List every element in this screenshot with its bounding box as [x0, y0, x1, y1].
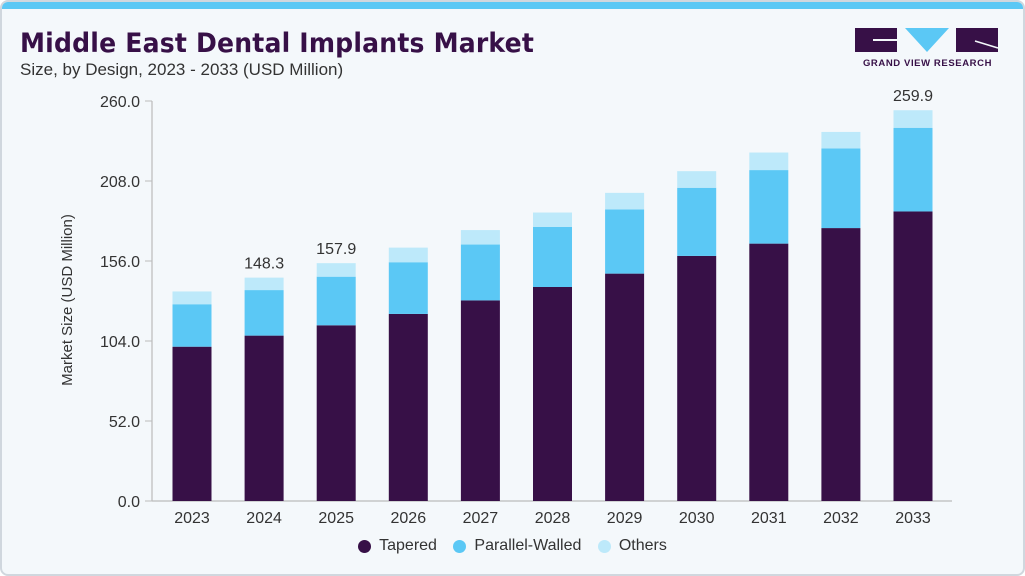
y-tick-label: 208.0: [100, 174, 140, 191]
bar-others-2031: [749, 152, 789, 171]
bar-tapered-2032: [821, 228, 861, 502]
y-tick-label: 260.0: [100, 94, 140, 111]
bar-parallel-walled-2031: [749, 170, 789, 244]
x-tick-label: 2026: [391, 510, 427, 527]
bar-parallel-walled-2028: [533, 227, 572, 287]
bar-tapered-2024: [244, 335, 284, 501]
y-tick-label: 52.0: [109, 414, 140, 431]
bar-tapered-2023: [172, 346, 212, 501]
legend-swatch: [453, 539, 467, 553]
bar-parallel-walled-2025: [316, 276, 356, 326]
x-tick-label: 2027: [463, 510, 499, 527]
legend-label: Others: [618, 537, 667, 554]
bar-others-2023: [172, 291, 212, 305]
bar-others-2032: [821, 131, 861, 149]
legend-label: Tapered: [379, 537, 437, 554]
legend: Tapered Parallel-Walled Others: [0, 537, 1025, 558]
legend-item-parallel-walled: Parallel-Walled: [453, 537, 581, 555]
chart-title: Middle East Dental Implants Market: [20, 28, 535, 59]
bar-others-2024: [244, 277, 284, 291]
bar-tapered-2029: [605, 273, 645, 501]
data-label-2024: 148.3: [244, 256, 284, 273]
legend-label: Parallel-Walled: [474, 537, 582, 554]
x-tick-label: 2028: [535, 510, 571, 527]
bar-parallel-walled-2033: [893, 127, 933, 212]
chart-subtitle: Size, by Design, 2023 - 2033 (USD Millio…: [20, 60, 344, 79]
data-label-2033: 259.9: [893, 88, 933, 105]
bar-others-2027: [460, 230, 500, 245]
y-axis-label: Market Size (USD Million): [59, 214, 76, 386]
data-label-2025: 157.9: [316, 241, 356, 258]
bar-parallel-walled-2023: [172, 304, 212, 347]
x-tick-label: 2032: [823, 510, 859, 527]
x-tick-label: 2030: [679, 510, 715, 527]
y-tick-label: 0.0: [118, 494, 140, 511]
bar-others-2026: [388, 247, 428, 263]
accent-bar: [2, 2, 1023, 9]
bar-parallel-walled-2029: [605, 209, 645, 274]
bar-tapered-2028: [533, 287, 572, 501]
bar-tapered-2025: [316, 325, 356, 501]
bar-parallel-walled-2030: [677, 187, 717, 256]
bar-parallel-walled-2024: [244, 290, 284, 336]
gvr-logo: [855, 28, 999, 52]
bar-others-2033: [893, 110, 933, 128]
legend-swatch: [597, 539, 611, 553]
legend-item-others: Others: [597, 537, 667, 555]
x-tick-label: 2024: [246, 510, 282, 527]
x-tick-label: 2033: [895, 510, 931, 527]
x-tick-label: 2029: [607, 510, 643, 527]
legend-item-tapered: Tapered: [358, 537, 437, 555]
bar-tapered-2033: [893, 211, 933, 501]
x-tick-label: 2025: [318, 510, 354, 527]
bar-parallel-walled-2032: [821, 148, 861, 229]
logo-text: GRAND VIEW RESEARCH: [862, 58, 993, 69]
x-tick-label: 2031: [751, 510, 787, 527]
bar-tapered-2027: [460, 300, 500, 501]
bar-others-2025: [316, 263, 356, 277]
bar-others-2029: [605, 192, 645, 210]
y-tick-label: 104.0: [100, 334, 140, 351]
bar-parallel-walled-2027: [460, 244, 500, 301]
bar-tapered-2026: [388, 313, 428, 501]
bar-parallel-walled-2026: [388, 262, 428, 314]
bar-others-2030: [677, 171, 717, 188]
y-tick-label: 156.0: [100, 254, 140, 271]
bar-tapered-2030: [677, 255, 717, 501]
bar-others-2028: [533, 212, 572, 227]
x-tick-label: 2023: [174, 510, 210, 527]
bar-tapered-2031: [749, 243, 789, 501]
legend-swatch: [358, 539, 372, 553]
